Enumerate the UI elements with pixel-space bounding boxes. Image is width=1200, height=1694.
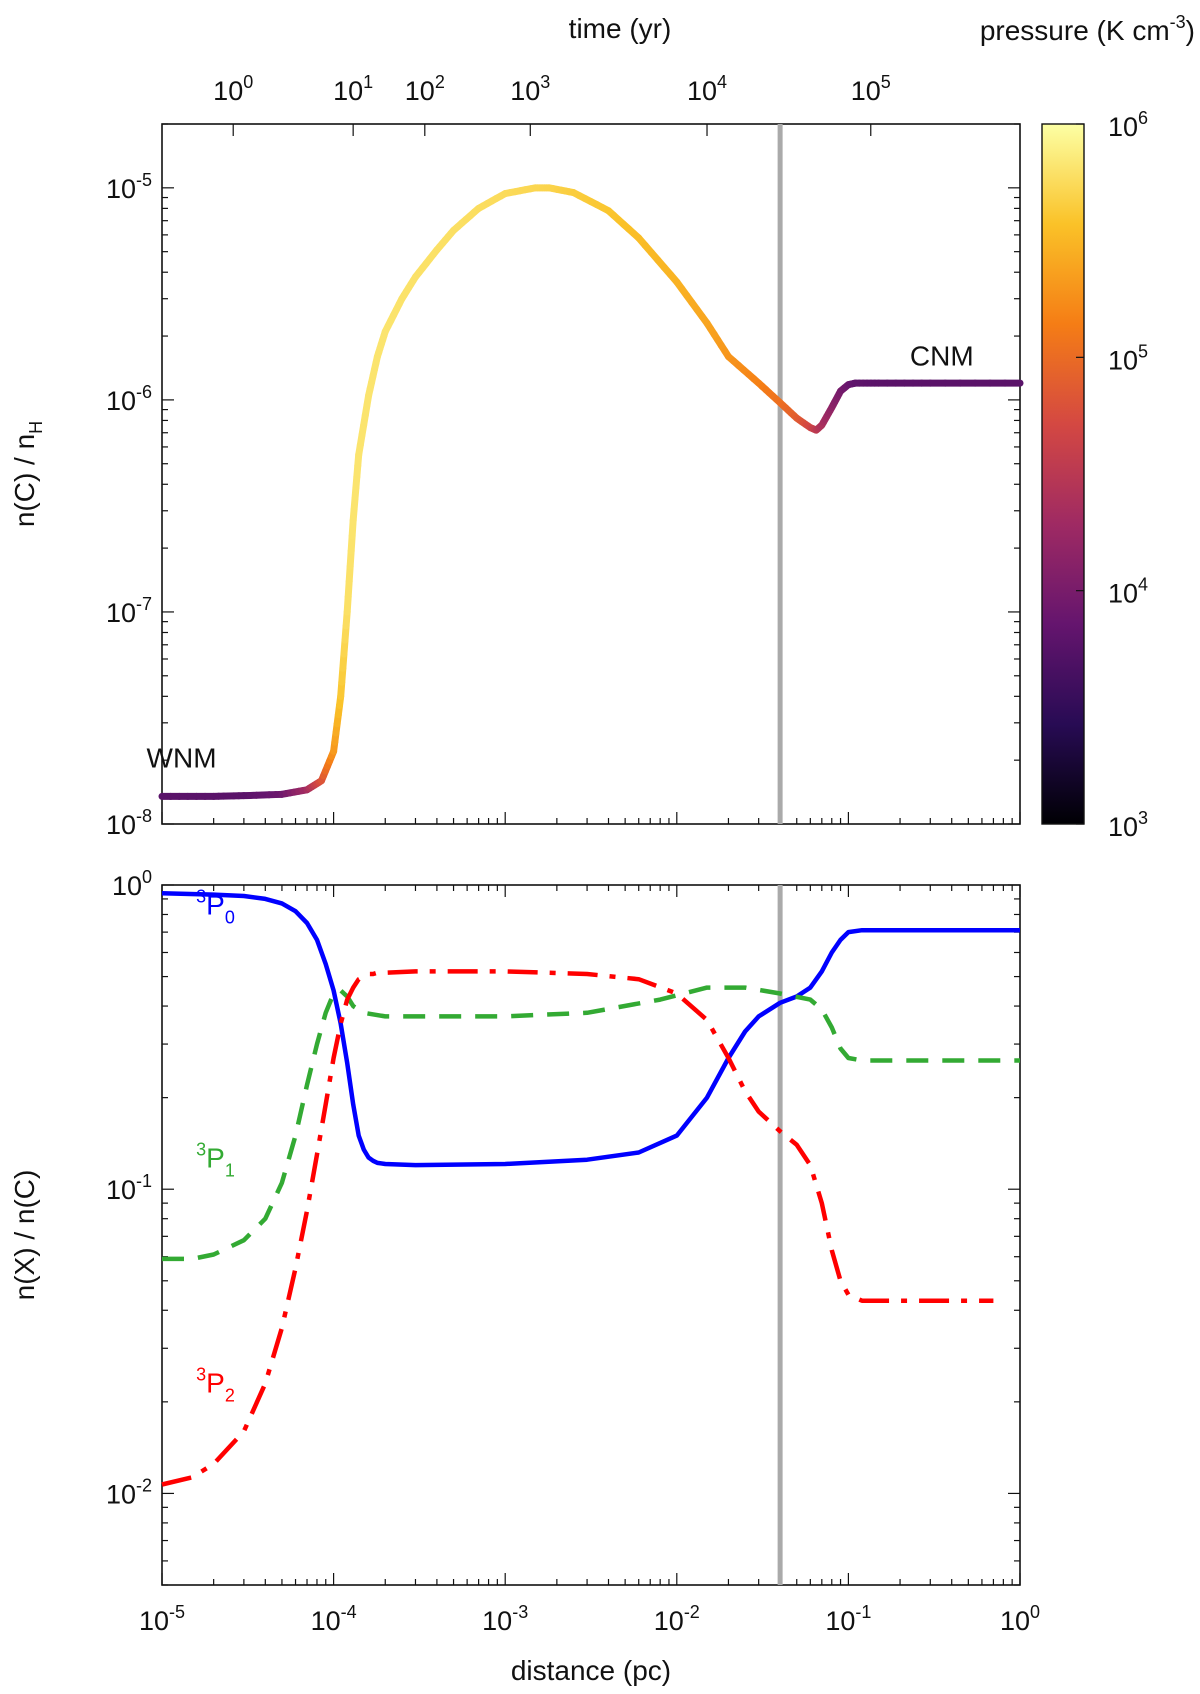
colorbar-tick-label: 106 <box>1108 108 1148 142</box>
colorbar-title-end: ) <box>1186 15 1195 46</box>
series-label-P0: 3P0 <box>196 886 235 927</box>
regime-label: CNM <box>910 341 974 372</box>
x-tick-label: 10-2 <box>654 1602 700 1636</box>
series-label-P2: 3P2 <box>196 1364 235 1405</box>
bottom-y-tick-label: 10-1 <box>106 1171 152 1205</box>
top-annotations: WNM CNM <box>147 341 974 774</box>
colorbar-tick-label: 104 <box>1108 575 1148 609</box>
time-tick-label: 100 <box>213 72 253 106</box>
colorbar-title: pressure (K cm-3) <box>980 12 1195 46</box>
colorbar-ticks: 103 104 105 106 <box>1076 108 1148 842</box>
top-panel: 10-8 10-7 10-6 10-5 100 101 102 103 104 105 WNM CN… <box>9 13 1024 840</box>
x-axis-title: distance (pc) <box>511 1655 671 1686</box>
colorbar: 103 104 105 106 pressure (K cm-3) <box>980 12 1195 842</box>
top-plot-frame <box>161 123 1021 825</box>
top-tick-labels: 10-8 10-7 10-6 10-5 100 101 102 103 104 105 <box>106 72 891 840</box>
colorbar-tick-label: 105 <box>1108 341 1148 375</box>
colorbar-title-exp: -3 <box>1170 12 1186 32</box>
x-tick-label: 10-5 <box>139 1602 185 1636</box>
bottom-series-labels: 3P0 3P1 3P2 <box>196 886 235 1405</box>
top-y-axis-title-sub: H <box>26 421 46 434</box>
bottom-plot-frame <box>161 884 1021 1586</box>
top-curve <box>158 184 1024 800</box>
series-label-P1: 3P1 <box>196 1139 235 1180</box>
bottom-y-axis-title: n(X) / n(C) <box>9 1170 40 1301</box>
top-ticks <box>161 123 1021 825</box>
bottom-ticks <box>161 884 1021 1586</box>
time-tick-label: 105 <box>851 72 891 106</box>
time-tick-label: 102 <box>405 72 445 106</box>
top-y-tick-label: 10-7 <box>106 594 152 628</box>
top-y-tick-label: 10-8 <box>106 806 152 840</box>
series-line-P2 <box>161 969 994 1487</box>
top-y-axis-title-main: n(C) / n <box>9 434 40 527</box>
series-line-P0 <box>161 890 1020 1168</box>
time-tick-label: 104 <box>687 72 727 106</box>
top-y-tick-label: 10-6 <box>106 382 152 416</box>
series-line-P1 <box>162 985 1020 1262</box>
x-tick-label: 10-1 <box>825 1602 871 1636</box>
top-y-axis-title: n(C) / nH <box>9 421 46 527</box>
x-tick-label: 10-3 <box>482 1602 528 1636</box>
bottom-curves <box>161 890 1020 1487</box>
time-tick-label: 101 <box>333 72 373 106</box>
time-tick-label: 103 <box>510 72 550 106</box>
x-tick-label: 100 <box>1000 1602 1040 1636</box>
colorbar-tick-label: 103 <box>1108 808 1148 842</box>
top-y-tick-label: 10-5 <box>106 170 152 204</box>
bottom-tick-labels: 10-2 10-1 100 10-5 10-4 10-3 10-2 10-1 100 <box>106 867 1040 1636</box>
bottom-y-tick-label: 100 <box>112 867 152 901</box>
x-tick-label: 10-4 <box>311 1602 357 1636</box>
colorbar-title-main: pressure (K cm <box>980 15 1170 46</box>
colorbar-gradient <box>1041 123 1085 825</box>
bottom-y-tick-label: 10-2 <box>106 1475 152 1509</box>
top-axis-title: time (yr) <box>569 13 672 44</box>
regime-label: WNM <box>147 742 217 773</box>
